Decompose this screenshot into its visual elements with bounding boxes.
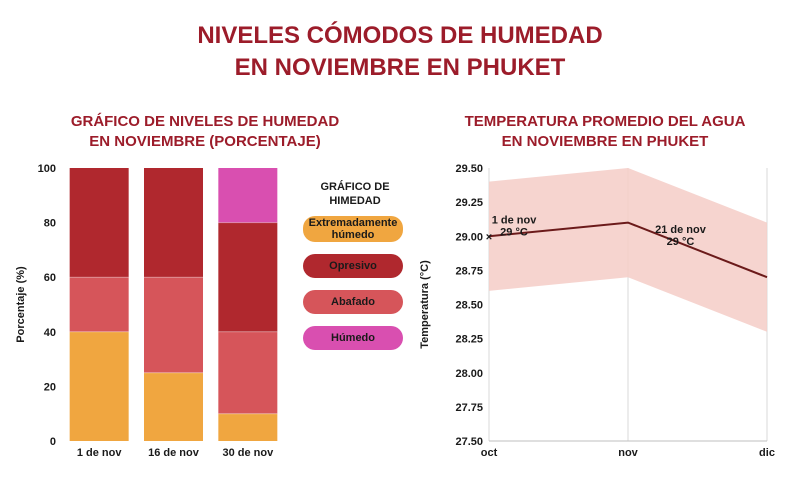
- page-title: NIVELES CÓMODOS DE HUMEDAD EN NOVIEMBRE …: [0, 20, 800, 84]
- x-tick-label: 1 de nov: [77, 447, 123, 459]
- y-tick-label: 40: [44, 327, 56, 339]
- annotation-temp: 29 °C: [667, 236, 695, 248]
- bar-segment-extremadamente_humedo: [69, 331, 129, 441]
- y-tick-label: 80: [44, 218, 56, 230]
- page-title-line1: NIVELES CÓMODOS DE HUMEDAD: [197, 22, 603, 49]
- y-tick-label: 28.00: [455, 368, 483, 380]
- water-temp-chart-title: TEMPERATURA PROMEDIO DEL AGUA EN NOVIEMB…: [420, 112, 790, 152]
- bar-segment-opresivo: [69, 168, 129, 278]
- bar-segment-abafado: [218, 331, 278, 414]
- legend-item-extremadamente-humedo: Extremadamente húmedo: [303, 216, 403, 242]
- humidity-chart-title: GRÁFICO DE NIVELES DE HUMEDAD EN NOVIEMB…: [20, 112, 390, 152]
- legend-item-humedo: Húmedo: [303, 326, 403, 350]
- water-temp-chart-title-line2: EN NOVIEMBRE EN PHUKET: [501, 133, 709, 150]
- bar-segment-extremadamente_humedo: [218, 413, 278, 441]
- temperature-range-band: [489, 168, 767, 332]
- x-tick-label: nov: [618, 447, 638, 459]
- annotation-date: 1 de nov: [492, 214, 538, 226]
- x-tick-label: 30 de nov: [222, 447, 274, 459]
- y-tick-label: 28.75: [455, 265, 483, 277]
- y-tick-label: 27.50: [455, 436, 483, 448]
- temperature-line: [488, 221, 768, 279]
- y-axis-label: Porcentaje (%): [15, 266, 27, 343]
- y-tick-label: 28.25: [455, 334, 483, 346]
- y-tick-label: 100: [38, 163, 56, 175]
- humidity-chart-title-line2: EN NOVIEMBRE (PORCENTAJE): [89, 133, 321, 150]
- water-temp-chart-title-line1: TEMPERATURA PROMEDIO DEL AGUA: [464, 113, 746, 130]
- y-tick-label: 27.75: [455, 402, 483, 414]
- legend-item-opresivo: Opresivo: [303, 254, 403, 278]
- x-tick-label: 16 de nov: [148, 447, 200, 459]
- legend-item-abafado: Abafado: [303, 290, 403, 314]
- bar-segment-abafado: [69, 277, 129, 332]
- y-tick-label: 29.00: [455, 231, 483, 243]
- x-tick-label: dic: [759, 447, 775, 459]
- humidity-chart-title-line1: GRÁFICO DE NIVELES DE HUMEDAD: [70, 113, 340, 130]
- page-title-line2: EN NOVIEMBRE EN PHUKET: [234, 54, 566, 81]
- legend-title: GRÁFICO DE HIMEDAD: [305, 180, 405, 208]
- bar-segment-abafado: [144, 277, 203, 373]
- y-tick-label: 28.50: [455, 300, 483, 312]
- bar-segment-opresivo: [218, 222, 278, 332]
- x-tick-label: oct: [481, 447, 498, 459]
- y-tick-label: 29.25: [455, 197, 483, 209]
- point-marker: ×: [486, 231, 492, 243]
- bar-segment-opresivo: [144, 168, 203, 278]
- y-axis-label: Temperatura (°C): [419, 260, 431, 349]
- y-tick-label: 0: [50, 436, 56, 448]
- bar-segment-extremadamente_humedo: [144, 372, 203, 441]
- bar-segment-humedo: [218, 168, 278, 223]
- annotation-temp: 29 °C: [500, 226, 528, 238]
- annotation-date: 21 de nov: [655, 224, 707, 236]
- y-tick-label: 60: [44, 272, 56, 284]
- y-tick-label: 29.50: [455, 163, 483, 175]
- legend-title-line2: HIMEDAD: [329, 195, 381, 207]
- legend-title-line1: GRÁFICO DE: [320, 181, 390, 193]
- y-tick-label: 20: [44, 381, 56, 393]
